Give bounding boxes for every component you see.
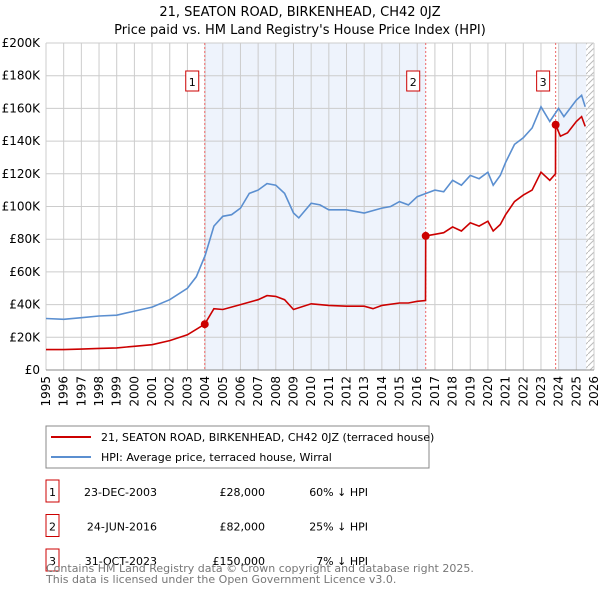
x-tick-label: 2012: [340, 376, 354, 407]
x-tick-label: 2015: [393, 376, 407, 407]
y-tick-label: £200K: [2, 36, 42, 50]
x-tick-label: 2020: [481, 376, 495, 407]
x-tick-label: 1999: [110, 376, 124, 407]
y-tick-label: £40K: [9, 298, 41, 312]
sale-label-2: 2: [410, 76, 417, 89]
y-tick-label: £80K: [9, 232, 41, 246]
legend-label-hpi: HPI: Average price, terraced house, Wirr…: [101, 451, 332, 464]
x-tick-label: 2014: [375, 376, 389, 407]
x-tick-label: 2011: [322, 376, 336, 407]
x-tick-label: 2005: [216, 376, 230, 407]
table-badge-label: 2: [49, 521, 56, 534]
y-tick-label: £140K: [2, 134, 42, 148]
table-badge-3: [45, 548, 60, 572]
x-tick-label: 2018: [446, 376, 460, 407]
y-tick-label: £180K: [2, 69, 42, 83]
x-tick-label: 1997: [74, 376, 88, 407]
x-tick-label: 2021: [499, 376, 513, 407]
x-tick-label: 2016: [410, 376, 424, 407]
x-tick-label: 2026: [587, 376, 600, 407]
sale-label-3: 3: [540, 76, 547, 89]
property-price-line: [46, 115, 586, 351]
sale-label-box-1: [185, 70, 200, 92]
x-tick-label: 2007: [251, 376, 265, 407]
x-tick-label: 2009: [286, 376, 300, 407]
footer-line-1: Contains HM Land Registry data © Crown c…: [46, 562, 474, 575]
x-tick-label: 2001: [145, 376, 159, 407]
x-tick-label: 2004: [198, 376, 212, 407]
chart-subtitle: Price paid vs. HM Land Registry's House …: [114, 23, 486, 38]
sale-label-box-3: [536, 70, 551, 92]
legend-label-property: 21, SEATON ROAD, BIRKENHEAD, CH42 0JZ (t…: [101, 431, 434, 444]
sale-label-1: 1: [189, 76, 196, 89]
table-date: 23-DEC-2003: [84, 486, 157, 499]
x-tick-label: 2023: [534, 376, 548, 407]
x-tick-label: 1998: [92, 376, 106, 407]
table-badge-1: [45, 479, 60, 503]
x-tick-label: 1996: [57, 376, 71, 407]
table-hpi-diff: 25% ↓ HPI: [309, 521, 368, 534]
sale-point-2: [421, 231, 430, 240]
y-tick-label: £60K: [9, 265, 41, 279]
sale-label-box-2: [406, 70, 421, 92]
hpi-line: [45, 93, 586, 321]
x-tick-label: 2006: [233, 376, 247, 407]
legend-box: [45, 425, 430, 469]
table-hpi-diff: 7% ↓ HPI: [316, 555, 368, 568]
y-tick-label: £100K: [2, 200, 42, 214]
x-tick-label: 2017: [428, 376, 442, 407]
table-badge-label: 3: [49, 555, 56, 568]
sale-point-1: [200, 320, 209, 329]
x-tick-label: 2024: [552, 376, 566, 407]
chart-title: 21, SEATON ROAD, BIRKENHEAD, CH42 0JZ: [159, 5, 440, 20]
x-tick-label: 1995: [39, 376, 53, 407]
table-price: £150,000: [213, 555, 266, 568]
x-tick-label: 2022: [516, 376, 530, 407]
x-tick-label: 2008: [269, 376, 283, 407]
table-date: 24-JUN-2016: [87, 521, 157, 534]
x-tick-label: 2000: [127, 376, 141, 407]
sale-point-3: [551, 120, 560, 129]
table-price: £82,000: [220, 521, 266, 534]
table-hpi-diff: 60% ↓ HPI: [309, 486, 368, 499]
table-price: £28,000: [220, 486, 266, 499]
y-tick-label: £160K: [2, 101, 42, 115]
table-badge-label: 1: [49, 486, 56, 499]
x-tick-label: 2003: [180, 376, 194, 407]
x-tick-label: 2013: [357, 376, 371, 407]
x-tick-label: 2019: [463, 376, 477, 407]
y-tick-label: £120K: [2, 167, 42, 181]
x-tick-label: 2002: [163, 376, 177, 407]
x-tick-label: 2025: [569, 376, 583, 407]
y-tick-label: £0: [25, 363, 40, 377]
table-date: 31-OCT-2023: [85, 555, 157, 568]
y-tick-label: £20K: [9, 330, 41, 344]
table-badge-2: [45, 514, 60, 537]
footer-line-2: This data is licensed under the Open Gov…: [45, 573, 396, 586]
x-tick-label: 2010: [304, 376, 318, 407]
